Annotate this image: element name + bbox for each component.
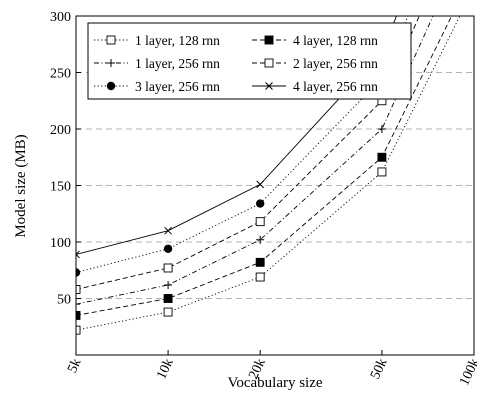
legend-label: 1 layer, 128 rnn bbox=[135, 33, 220, 48]
data-point bbox=[107, 59, 115, 67]
x-axis-label: Vocabulary size bbox=[227, 375, 322, 391]
y-tick-label: 300 bbox=[50, 10, 71, 25]
legend-box bbox=[87, 22, 412, 100]
data-point bbox=[377, 167, 387, 177]
data-point bbox=[76, 285, 81, 294]
data-point bbox=[255, 257, 265, 267]
legend-label: 4 layer, 256 rnn bbox=[293, 79, 378, 94]
x-tick-label: 100k bbox=[457, 356, 477, 388]
x-tick-label: 10k bbox=[154, 356, 176, 381]
y-tick-label: 250 bbox=[50, 67, 71, 82]
data-point bbox=[255, 272, 265, 282]
data-point bbox=[76, 250, 80, 259]
y-tick-label: 200 bbox=[50, 123, 71, 138]
data-point bbox=[76, 325, 81, 335]
legend: 1 layer, 128 rnn 4 layer, 128 rnn 1 layer,… bbox=[87, 22, 412, 100]
series-1 bbox=[76, 16, 461, 335]
data-point bbox=[264, 58, 274, 68]
data-point bbox=[256, 235, 265, 244]
x-tick-label: 5k bbox=[65, 356, 85, 375]
series-line bbox=[76, 16, 461, 331]
series-4 bbox=[76, 16, 420, 294]
y-tick-label: 100 bbox=[50, 236, 71, 251]
data-point bbox=[255, 217, 265, 227]
y-tick-label: 150 bbox=[50, 180, 71, 195]
legend-label: 2 layer, 256 rnn bbox=[293, 56, 378, 71]
data-point bbox=[264, 35, 274, 45]
y-tick-label: 50 bbox=[57, 293, 71, 308]
legend-entry: 4 layer, 128 rnn bbox=[252, 33, 378, 48]
series-3 bbox=[76, 16, 434, 309]
data-point bbox=[377, 125, 386, 133]
data-point bbox=[265, 82, 273, 90]
data-point bbox=[76, 311, 81, 320]
legend-entry: 3 layer, 256 rnn bbox=[94, 79, 220, 94]
data-point bbox=[163, 294, 173, 303]
data-point bbox=[163, 307, 173, 317]
y-axis-label: Model size (MB) bbox=[13, 134, 29, 237]
series-group bbox=[76, 16, 461, 335]
legend-label: 3 layer, 256 rnn bbox=[135, 79, 220, 94]
data-point bbox=[255, 199, 265, 208]
legend-label: 1 layer, 256 rnn bbox=[135, 56, 220, 71]
data-point bbox=[377, 152, 387, 162]
legend-entry: 1 layer, 128 rnn bbox=[94, 33, 220, 48]
legend-entry: 1 layer, 256 rnn bbox=[94, 56, 220, 71]
data-point bbox=[164, 280, 173, 289]
legend-entry: 4 layer, 256 rnn bbox=[252, 79, 378, 94]
x-tick-label: 50k bbox=[368, 356, 390, 381]
legend-entry: 2 layer, 256 rnn bbox=[252, 56, 378, 71]
y-axis: 50 100 150 200 250 300 bbox=[50, 10, 81, 308]
data-point bbox=[164, 226, 172, 235]
data-point bbox=[76, 268, 81, 277]
data-point bbox=[256, 180, 265, 189]
data-point bbox=[163, 263, 173, 273]
legend-label: 4 layer, 128 rnn bbox=[293, 33, 378, 48]
data-point bbox=[163, 244, 173, 253]
data-point bbox=[106, 81, 116, 91]
data-point bbox=[106, 35, 116, 45]
series-2 bbox=[76, 16, 453, 320]
series-line bbox=[76, 16, 434, 305]
data-point bbox=[76, 300, 80, 309]
